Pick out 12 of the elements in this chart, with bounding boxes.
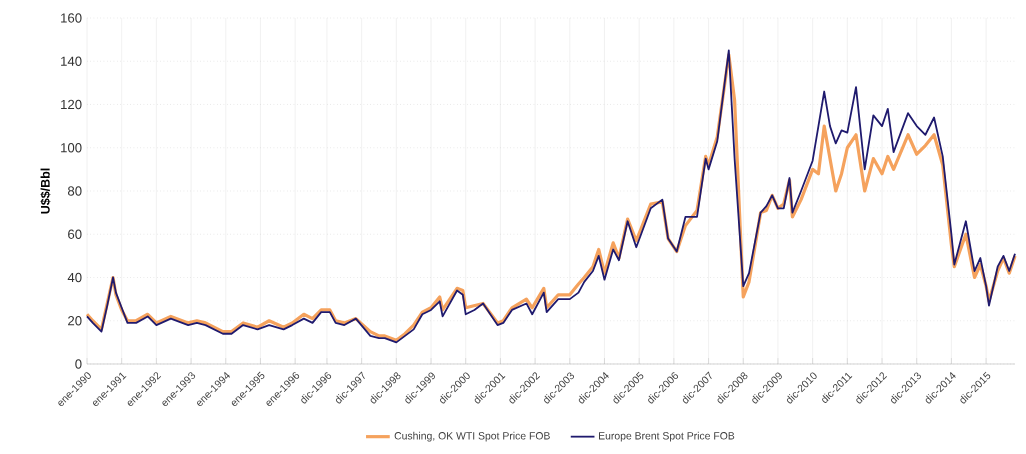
- y-tick-label: 0: [75, 359, 82, 369]
- y-axis-title: U$$/Bbl: [40, 168, 51, 214]
- y-tick-label: 160: [61, 13, 82, 23]
- y-tick-label: 140: [61, 56, 82, 66]
- legend-label: Cushing, OK WTI Spot Price FOB: [394, 431, 550, 442]
- y-tick-label: 80: [67, 186, 82, 196]
- y-tick-label: 60: [68, 229, 82, 239]
- legend-label: Europe Brent Spot Price FOB: [599, 431, 735, 442]
- y-tick-label: 120: [61, 99, 82, 110]
- y-tick-label: 20: [68, 316, 82, 326]
- y-tick-label: 40: [67, 272, 82, 283]
- y-tick-label: 100: [61, 143, 82, 153]
